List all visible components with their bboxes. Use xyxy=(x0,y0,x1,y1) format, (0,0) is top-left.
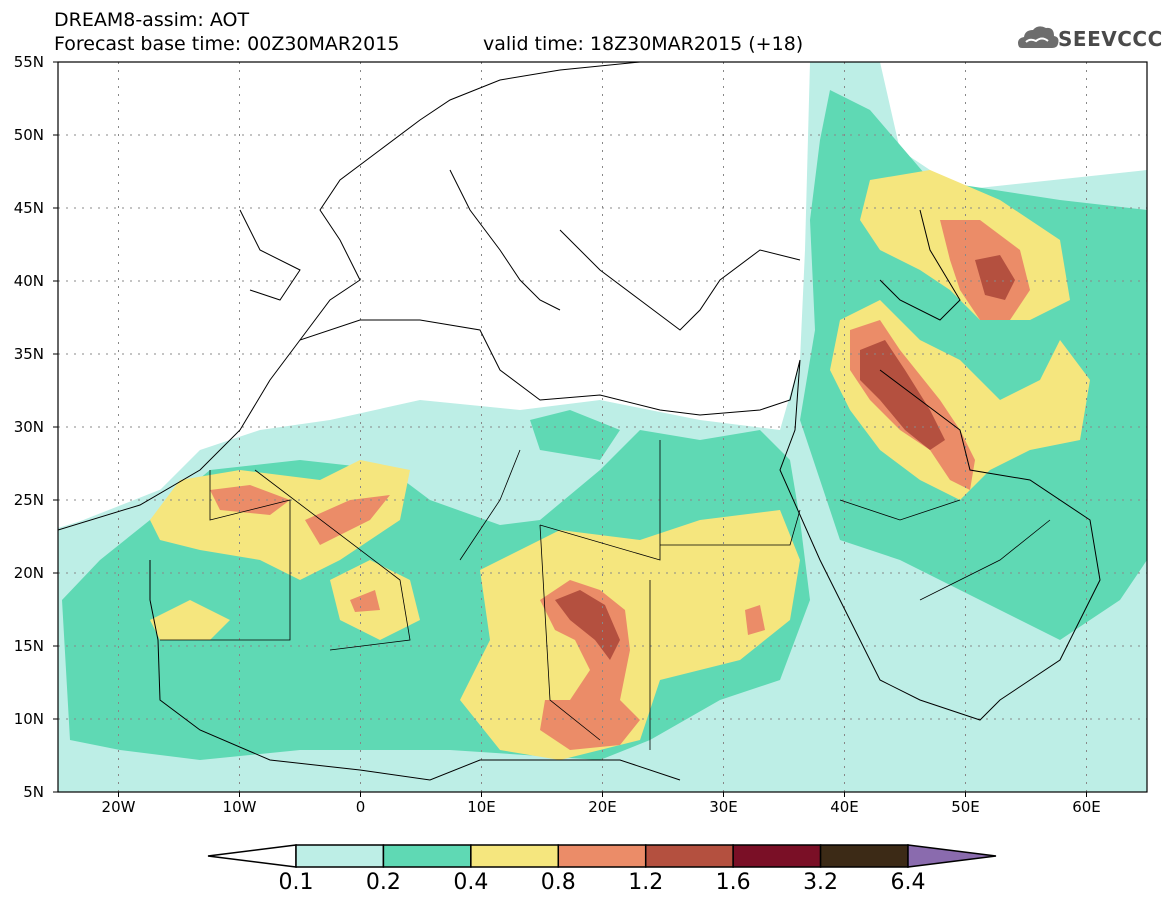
colorbar-level-label: 0.4 xyxy=(453,870,489,895)
lat-label: 20N xyxy=(13,564,44,582)
colorbar-segment xyxy=(819,844,909,868)
aot-field xyxy=(58,62,1147,792)
lon-label: 20W xyxy=(101,798,136,816)
lat-label: 30N xyxy=(13,418,44,436)
lon-label: 40E xyxy=(830,798,859,816)
colorbar-segment xyxy=(732,844,822,868)
colorbar-level-label: 1.2 xyxy=(628,870,664,895)
lat-label: 40N xyxy=(13,272,44,290)
colorbar-level-label: 6.4 xyxy=(890,870,926,895)
colorbar-level-label: 0.1 xyxy=(278,870,314,895)
colorbar-segment xyxy=(382,844,472,868)
lon-label: 30E xyxy=(709,798,738,816)
colorbar-segment xyxy=(295,844,385,868)
lon-label: 10W xyxy=(222,798,257,816)
lat-label: 5N xyxy=(23,783,44,801)
cloud-logo-icon xyxy=(1018,26,1059,48)
lat-label: 55N xyxy=(13,53,44,71)
country-borders xyxy=(160,440,1051,750)
coastlines xyxy=(58,62,1101,781)
lon-label: 0 xyxy=(355,798,366,816)
colorbar-level-label: 3.2 xyxy=(803,870,839,895)
colorbar xyxy=(207,844,997,868)
graticule xyxy=(58,61,1147,793)
lon-label: 50E xyxy=(951,798,980,816)
colorbar-segment xyxy=(644,844,734,868)
map-title: DREAM8-assim: AOT xyxy=(54,9,250,31)
lat-label: 25N xyxy=(13,491,44,509)
lat-label: 35N xyxy=(13,345,44,363)
axis-ticks xyxy=(53,61,1087,797)
lat-label: 15N xyxy=(13,637,44,655)
colorbar-level-label: 1.6 xyxy=(715,870,751,895)
colorbar-level-label: 0.2 xyxy=(365,870,401,895)
lat-label: 50N xyxy=(13,126,44,144)
logo-text: SEEVCCC xyxy=(1058,27,1163,51)
aot-contour-1.2 xyxy=(555,255,1015,660)
colorbar-segment xyxy=(557,844,647,868)
colorbar-level-label: 0.8 xyxy=(540,870,576,895)
lon-label: 10E xyxy=(467,798,496,816)
lon-label: 60E xyxy=(1072,798,1101,816)
lat-label: 10N xyxy=(13,710,44,728)
lat-label: 45N xyxy=(13,199,44,217)
forecast-base-time: Forecast base time: 00Z30MAR2015 xyxy=(54,33,400,55)
colorbar-segment xyxy=(470,844,560,868)
valid-time: valid time: 18Z30MAR2015 (+18) xyxy=(483,33,804,55)
lon-label: 20E xyxy=(588,798,617,816)
colorbar-high-arrow xyxy=(907,844,997,868)
colorbar-low-arrow xyxy=(207,844,297,868)
